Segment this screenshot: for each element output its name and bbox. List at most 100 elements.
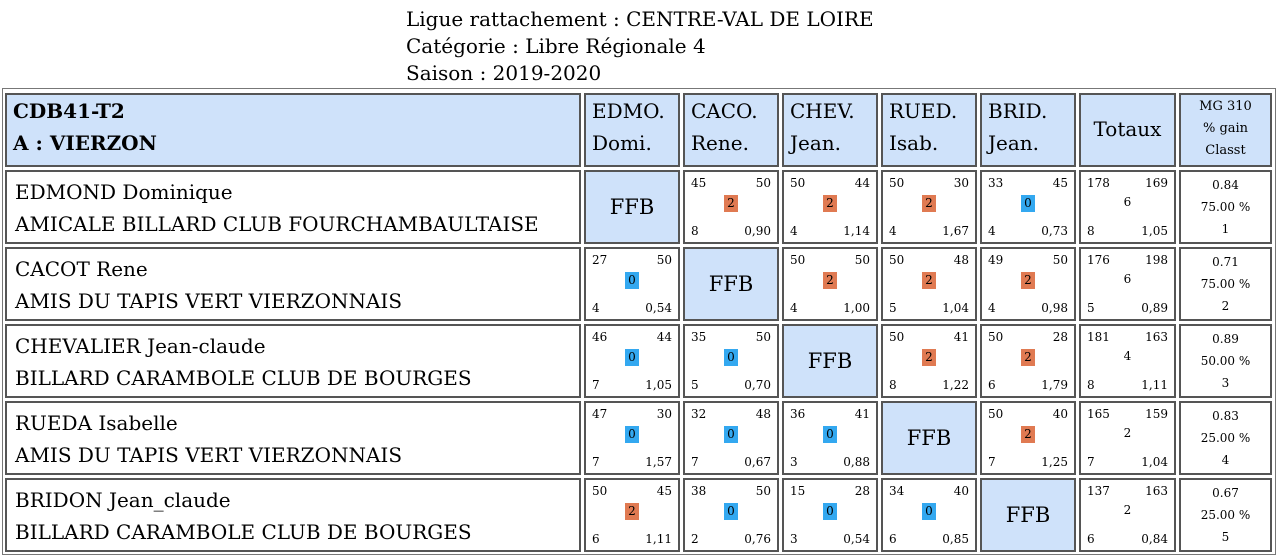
win-points-badge: 2 [1021, 426, 1035, 443]
match-average: 0,67 [744, 455, 771, 469]
gain-percentage: 50.00 % [1200, 354, 1251, 368]
total-match-points: 4 [1123, 349, 1132, 363]
totals-cell: 176 198 6 5 0,89 [1079, 247, 1176, 321]
match-average: 1,11 [645, 532, 672, 546]
totals-cell: 137 163 2 6 0,84 [1079, 478, 1176, 552]
match-average: 0,54 [843, 532, 870, 546]
player-points: 27 [592, 253, 608, 267]
ffb-self-cell: FFB [980, 478, 1076, 552]
mg-cell: 0.84 75.00 % 1 [1179, 170, 1272, 244]
player-points: 50 [889, 253, 905, 267]
ffb-label: FFB [807, 349, 853, 373]
season-line: Saison : 2019-2020 [406, 61, 602, 85]
match-points-wrap: 2 [982, 349, 1074, 366]
ranking: 1 [1221, 222, 1230, 236]
total-average: 0,89 [1141, 301, 1168, 315]
total-points-for: 165 [1087, 407, 1110, 421]
innings-count: 6 [592, 532, 600, 546]
total-points-against: 169 [1145, 176, 1168, 190]
mg-header-label: MG 310 [1199, 99, 1252, 114]
match-result-cell: 33 45 0 4 0,73 [980, 170, 1076, 244]
totals-cell: 181 163 4 8 1,11 [1079, 324, 1176, 398]
innings-count: 8 [889, 378, 897, 392]
opponent-points: 45 [1052, 176, 1068, 190]
win-points-badge: 2 [625, 503, 639, 520]
player-points: 45 [691, 176, 707, 190]
innings-count: 7 [691, 455, 699, 469]
player-cell: BRIDON Jean_claude BILLARD CARAMBOLE CLUB… [5, 478, 581, 552]
match-result-cell: 35 50 0 5 0,70 [683, 324, 779, 398]
innings-count: 3 [790, 455, 798, 469]
win-points-badge: 2 [922, 349, 936, 366]
total-points-for: 137 [1087, 484, 1110, 498]
match-result-cell: 34 40 0 6 0,85 [881, 478, 977, 552]
total-average: 1,04 [1141, 455, 1168, 469]
match-points-wrap: 0 [586, 272, 678, 289]
ffb-label: FFB [609, 195, 655, 219]
loss-points-badge: 0 [625, 272, 639, 289]
page-header: Ligue rattachement : CENTRE-VAL DE LOIRE… [406, 6, 874, 87]
innings-count: 2 [691, 532, 699, 546]
player-points: 38 [691, 484, 707, 498]
match-result-cell: 50 50 2 4 1,00 [782, 247, 878, 321]
total-points-for: 178 [1087, 176, 1110, 190]
win-points-badge: 2 [1021, 349, 1035, 366]
player-points: 47 [592, 407, 608, 421]
total-innings: 7 [1087, 455, 1095, 469]
match-result-cell: 50 40 2 7 1,25 [980, 401, 1076, 475]
loss-points-badge: 0 [724, 349, 738, 366]
loss-points-badge: 0 [625, 349, 639, 366]
player-points: 50 [790, 253, 806, 267]
match-average: 1,04 [942, 301, 969, 315]
gain-percentage: 25.00 % [1200, 431, 1251, 445]
total-innings: 8 [1087, 378, 1095, 392]
match-result-cell: 45 50 2 8 0,90 [683, 170, 779, 244]
column-header-opponent: BRID. Jean. [980, 93, 1076, 167]
innings-count: 4 [790, 301, 798, 315]
innings-count: 7 [592, 378, 600, 392]
column-header-surname: CHEV. [790, 99, 855, 123]
total-points-for: 176 [1087, 253, 1110, 267]
match-points-wrap: 0 [685, 503, 777, 520]
mg-header-cell: MG 310 % gain Classt [1179, 93, 1272, 167]
loss-points-badge: 0 [922, 503, 936, 520]
win-points-badge: 2 [1021, 272, 1035, 289]
match-points-wrap: 2 [883, 195, 975, 212]
opponent-points: 44 [854, 176, 870, 190]
ffb-self-cell: FFB [584, 170, 680, 244]
match-average: 1,00 [843, 301, 870, 315]
player-name: CHEVALIER Jean-claude [15, 334, 266, 358]
opponent-points: 40 [1052, 407, 1068, 421]
rank-header-label: Classt [1205, 143, 1246, 158]
ranking: 5 [1221, 530, 1230, 544]
total-points-against: 198 [1145, 253, 1168, 267]
match-average: 1,14 [843, 224, 870, 238]
match-result-cell: 36 41 0 3 0,88 [782, 401, 878, 475]
loss-points-badge: 0 [823, 503, 837, 520]
total-average: 1,11 [1141, 378, 1168, 392]
ranking: 4 [1221, 453, 1230, 467]
gain-percentage: 25.00 % [1200, 508, 1251, 522]
match-average: 1,67 [942, 224, 969, 238]
player-points: 50 [988, 407, 1004, 421]
category-line: Catégorie : Libre Régionale 4 [406, 34, 706, 58]
match-average: 0,73 [1041, 224, 1068, 238]
match-average: 1,05 [645, 378, 672, 392]
player-points: 34 [889, 484, 905, 498]
column-header-opponent: CACO. Rene. [683, 93, 779, 167]
column-header-surname: RUED. [889, 99, 958, 123]
opponent-points: 50 [1052, 253, 1068, 267]
match-points-wrap: 0 [685, 349, 777, 366]
total-points-against: 163 [1145, 484, 1168, 498]
opponent-points: 41 [953, 330, 969, 344]
opponent-points: 40 [953, 484, 969, 498]
loss-points-badge: 0 [625, 426, 639, 443]
loss-points-badge: 0 [823, 426, 837, 443]
ffb-label: FFB [906, 426, 952, 450]
match-result-cell: 50 41 2 8 1,22 [881, 324, 977, 398]
match-result-cell: 50 30 2 4 1,67 [881, 170, 977, 244]
total-match-points: 2 [1123, 426, 1132, 440]
player-points: 46 [592, 330, 608, 344]
opponent-points: 30 [953, 176, 969, 190]
win-points-badge: 2 [724, 195, 738, 212]
